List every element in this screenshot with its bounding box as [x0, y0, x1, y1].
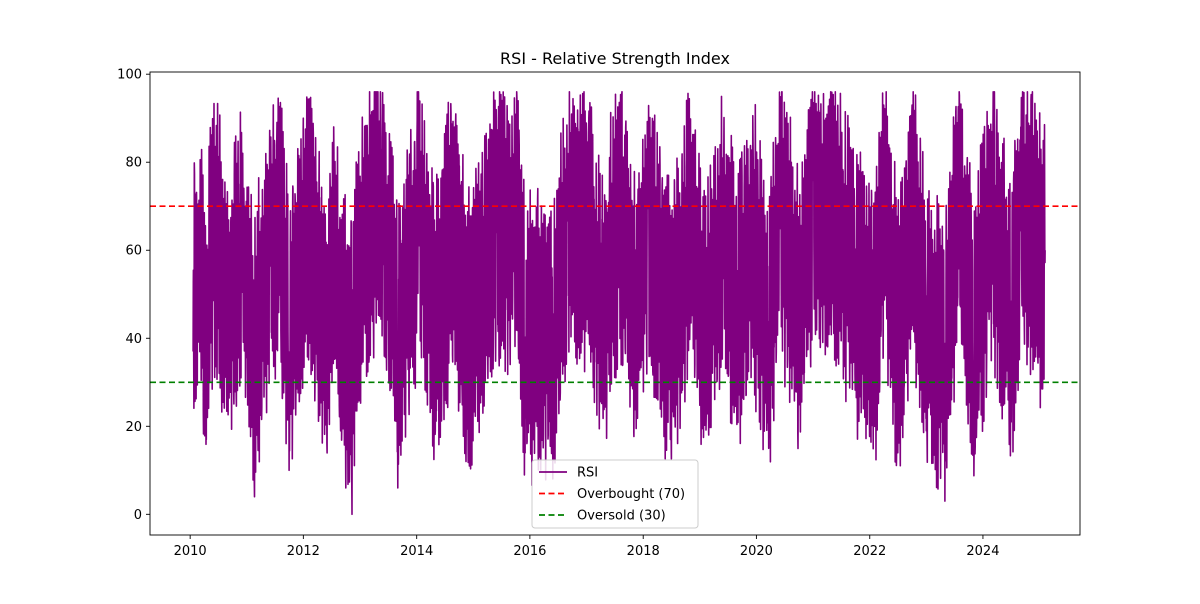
y-tick-label: 100 — [117, 68, 142, 83]
rsi-line — [192, 91, 1046, 516]
x-tick-label: 2018 — [627, 544, 660, 559]
legend-label: Overbought (70) — [577, 487, 685, 502]
y-tick-label: 0 — [134, 508, 142, 523]
y-tick-label: 60 — [125, 244, 142, 259]
y-tick-label: 20 — [125, 420, 142, 435]
x-tick-label: 2020 — [740, 544, 773, 559]
y-tick-label: 80 — [125, 156, 142, 171]
legend-box — [531, 459, 699, 529]
x-tick-label: 2016 — [513, 544, 546, 559]
axes: 0 20 40 60 80 100 2010 2012 2014 2016 2018 2020 2022… — [117, 68, 1081, 559]
x-tick-label: 2012 — [287, 544, 320, 559]
x-tick-label: 2010 — [174, 544, 207, 559]
chart-title: RSI - Relative Strength Index — [500, 49, 730, 68]
x-tick-label: 2014 — [400, 544, 433, 559]
x-tick-label: 2024 — [966, 544, 999, 559]
x-tick-label: 2022 — [853, 544, 886, 559]
plot-area — [150, 91, 1080, 516]
plot-frame — [149, 71, 1081, 536]
legend: RSI Overbought (70) Oversold (30) — [531, 459, 699, 529]
legend-label: RSI — [577, 466, 598, 481]
legend-label: Oversold (30) — [577, 509, 666, 524]
y-tick-label: 40 — [125, 332, 142, 347]
